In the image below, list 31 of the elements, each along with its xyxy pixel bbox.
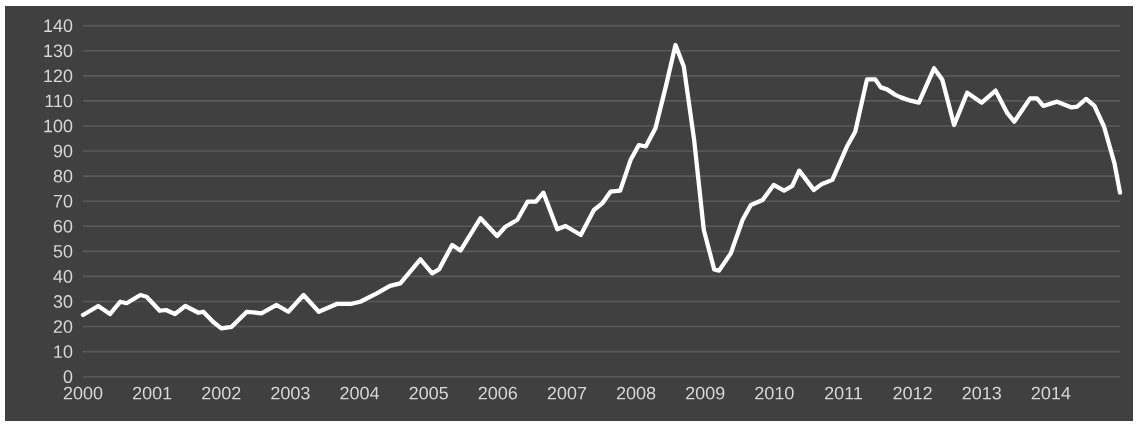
y-tick-label: 30	[53, 295, 73, 308]
x-tick-label: 2014	[1031, 386, 1071, 400]
x-tick-label: 2012	[893, 386, 932, 400]
y-tick-label: 10	[54, 345, 73, 358]
x-tick-label: 2006	[478, 386, 518, 400]
x-tick-label: 2008	[616, 386, 656, 400]
y-tick-label: 100	[44, 119, 73, 133]
y-tick-label: 50	[53, 244, 73, 258]
y-tick-label: 40	[53, 270, 73, 283]
y-tick-label: 140	[44, 19, 73, 33]
x-tick-label: 2000	[63, 386, 103, 400]
y-tick-label: 20	[53, 320, 73, 333]
y-tick-label: 130	[44, 44, 73, 58]
y-tick-label: 0	[63, 370, 73, 384]
x-tick-label: 2002	[202, 386, 241, 400]
y-tick-label: 90	[53, 144, 73, 158]
x-tick-label: 2011	[825, 386, 862, 400]
y-tick-label: 120	[44, 69, 73, 83]
y-tick-label: 110	[45, 94, 73, 108]
x-tick-label: 2009	[686, 386, 725, 400]
x-tick-label: 2013	[962, 386, 1001, 400]
x-tick-label: 2010	[755, 386, 794, 400]
y-tick-label: 80	[53, 169, 73, 183]
line-series	[80, 42, 1123, 331]
x-tick-label: 2003	[271, 386, 310, 400]
y-tick-label: 70	[53, 194, 73, 208]
x-tick-label: 2004	[340, 386, 380, 400]
x-tick-label: 2001	[133, 386, 172, 400]
x-tick-label: 2005	[409, 386, 448, 400]
x-tick-label: 2007	[547, 386, 587, 400]
y-tick-label: 60	[53, 219, 73, 233]
